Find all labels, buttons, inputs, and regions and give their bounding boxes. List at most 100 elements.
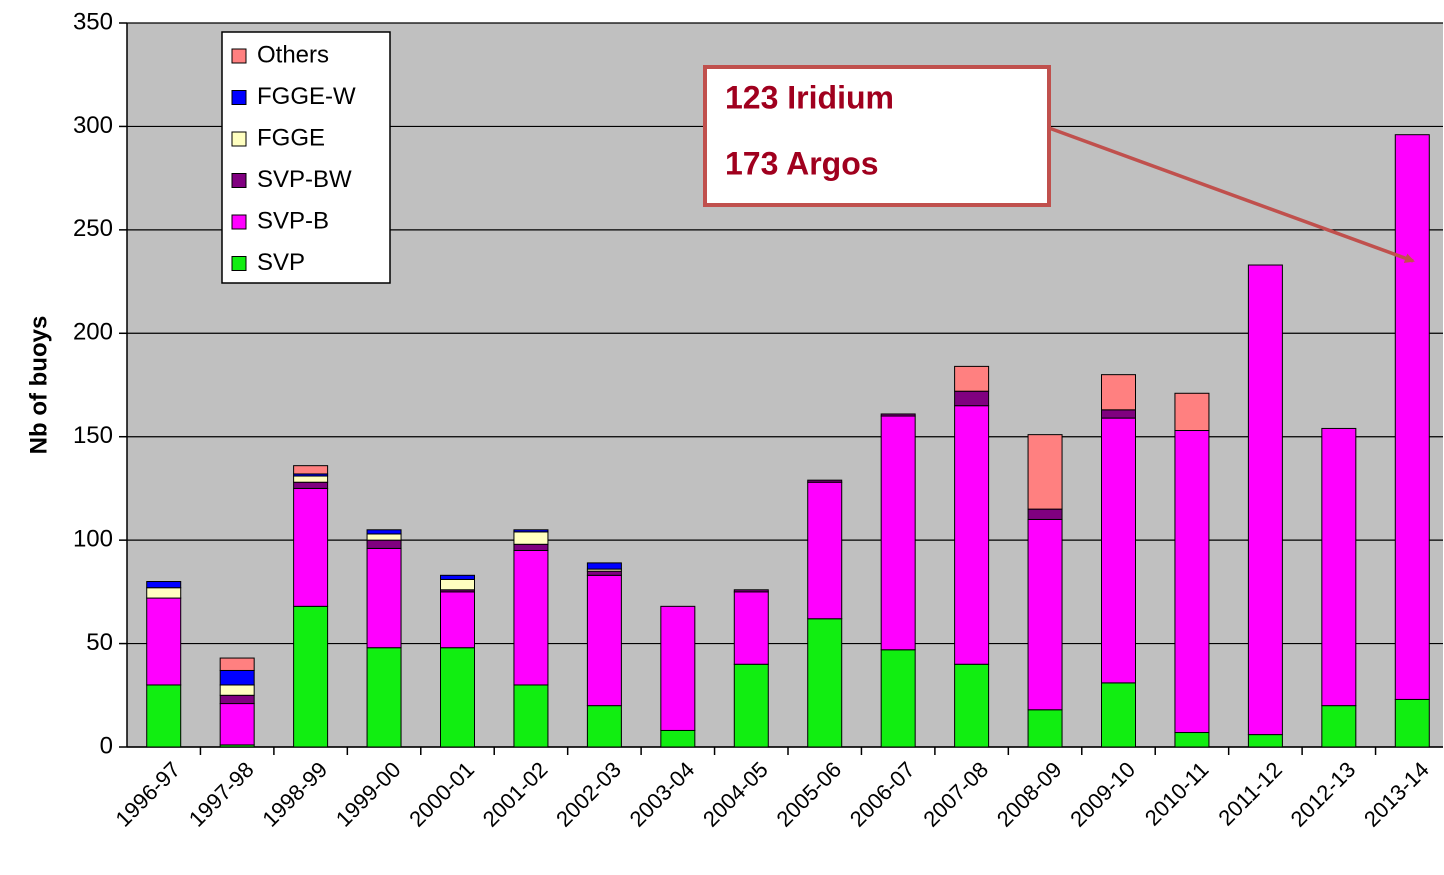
bar-segment [733, 663, 769, 748]
x-tick-label: 1998-99 [257, 757, 332, 832]
bar-segment [1174, 392, 1210, 432]
legend-label: SVP-B [257, 207, 329, 234]
bar-segment [366, 529, 402, 535]
x-tick-label: 1999-00 [331, 757, 406, 832]
bar-segment [440, 647, 475, 748]
legend-swatch [231, 90, 247, 105]
legend: SVP SVP-B SVP-BW FGGE FGGE-W Others [221, 31, 391, 284]
bar-segment [440, 578, 475, 591]
legend-swatch [231, 48, 247, 64]
x-tick-label: 2009-10 [1065, 757, 1140, 832]
bar-segment [733, 589, 769, 593]
bar-segment [219, 703, 255, 746]
bar-segment [366, 533, 402, 541]
bar-segment [219, 669, 255, 686]
bar-segment [954, 365, 990, 392]
bar-segment [733, 591, 769, 665]
bar-segment [146, 684, 182, 748]
bar-segment [586, 705, 622, 748]
bar-segment [1174, 732, 1210, 748]
legend-swatch [231, 173, 247, 188]
bar-segment [807, 481, 843, 620]
y-tick-label: 350 [73, 8, 113, 35]
x-tick-label: 2001-02 [478, 757, 553, 832]
bar-segment [1321, 427, 1357, 707]
x-tick-label: 2006-07 [845, 757, 920, 832]
bar-segment [1027, 508, 1063, 520]
x-tick-label: 2007-08 [918, 757, 993, 832]
legend-label: SVP [257, 249, 305, 276]
legend-swatch [231, 131, 247, 147]
annotation-arrow [1048, 126, 1415, 263]
bar-segment [1321, 705, 1357, 748]
x-tick-label: 2011-12 [1213, 757, 1287, 831]
x-tick-label: 2004-05 [698, 757, 773, 832]
x-tick-label: 1996-97 [110, 757, 185, 832]
x-tick-label: 2010-11 [1140, 757, 1214, 831]
bar-segment [440, 574, 475, 580]
annotation-box [703, 65, 1051, 207]
bar-segment [366, 647, 402, 748]
x-tick-label: 2008-09 [992, 757, 1067, 832]
bar-segment [1101, 417, 1136, 684]
x-tick-label: 2000-01 [404, 757, 479, 832]
x-tick-label: 2005-06 [771, 757, 846, 832]
bar-segment [513, 529, 549, 533]
x-tick-label: 1997-98 [184, 757, 259, 832]
y-tick-label: 150 [73, 422, 113, 449]
bar-segment [1101, 409, 1136, 419]
bar-segment [1174, 430, 1210, 734]
y-tick-label: 0 [100, 732, 113, 759]
legend-label: SVP-BW [257, 166, 352, 193]
bar-segment [1027, 709, 1063, 748]
bar-segment [513, 543, 549, 551]
bar-segment [880, 415, 916, 651]
y-tick-label: 300 [73, 112, 113, 139]
bar-segment [440, 591, 475, 649]
bar-segment [586, 574, 622, 707]
bar-segment [660, 605, 696, 731]
legend-swatch [231, 214, 247, 230]
legend-swatch [231, 256, 247, 271]
bar-segment [1101, 374, 1136, 411]
bar-segment [807, 479, 843, 483]
bar-segment [954, 390, 990, 407]
bar-segment [513, 531, 549, 545]
legend-label: Others [257, 41, 329, 68]
legend-label: FGGE-W [257, 83, 356, 110]
bar-segment [146, 587, 182, 599]
bar-segment [1394, 698, 1430, 748]
bar-segment [293, 605, 329, 748]
annotation-text: 173 Argos [725, 145, 879, 181]
bar-segment [293, 487, 329, 607]
y-tick-label: 100 [73, 525, 113, 552]
bar-segment [146, 581, 182, 589]
bar-segment [954, 663, 990, 748]
annotation-text: 123 Iridium [725, 79, 894, 115]
bar-segment [513, 549, 549, 686]
bar-segment [660, 729, 696, 748]
legend-label: FGGE [257, 124, 325, 151]
bar-segment [1394, 134, 1430, 700]
x-tick-label: 2002-03 [551, 757, 626, 832]
bar-segment [293, 475, 329, 483]
bar-segment [586, 562, 622, 570]
bar-segment [146, 597, 182, 686]
bar-segment [1101, 682, 1136, 748]
x-tick-label: 2013-14 [1359, 757, 1434, 832]
bar-segment [1027, 518, 1063, 711]
bar-segment [1027, 434, 1063, 510]
bar-segment [293, 465, 329, 475]
bar-segment [219, 694, 255, 705]
bar-segment [219, 657, 255, 671]
y-axis-label: Nb of buoys [25, 316, 52, 455]
bar-segment [586, 570, 622, 576]
x-tick-label: 2003-04 [625, 757, 700, 832]
bar-segment [219, 684, 255, 696]
bar-segment [513, 684, 549, 748]
bar-segment [880, 649, 916, 748]
y-tick-label: 50 [86, 629, 113, 656]
bar-segment [366, 539, 402, 549]
legend-box [221, 31, 391, 284]
